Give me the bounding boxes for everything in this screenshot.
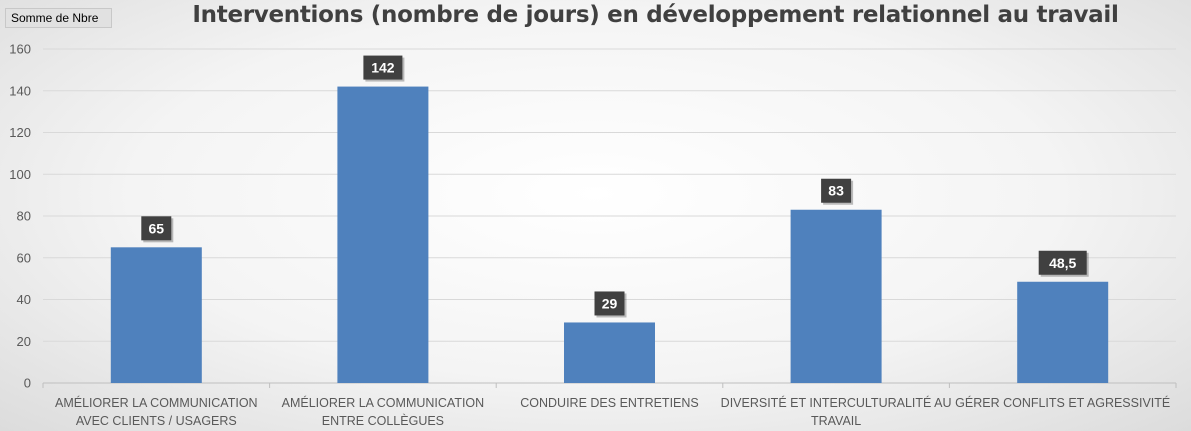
x-category-label: ENTRE COLLÈGUES bbox=[322, 413, 444, 428]
data-label-box bbox=[594, 291, 625, 316]
data-label: 65 bbox=[149, 220, 165, 236]
data-label: 83 bbox=[828, 183, 844, 199]
bar bbox=[564, 322, 655, 383]
x-category-label: GÉRER CONFLITS ET AGRESSIVITÉ bbox=[955, 395, 1170, 410]
data-label-box bbox=[1038, 250, 1087, 275]
y-tick-label: 80 bbox=[17, 209, 31, 224]
y-tick-label: 0 bbox=[24, 376, 31, 391]
x-category-label: AVEC CLIENTS / USAGERS bbox=[76, 414, 237, 428]
data-label: 29 bbox=[602, 295, 618, 311]
bar bbox=[337, 86, 429, 383]
x-category-label: TRAVAIL bbox=[811, 414, 861, 428]
pivot-field-button[interactable]: Somme de Nbre bbox=[5, 8, 112, 28]
y-tick-label: 40 bbox=[17, 292, 31, 307]
data-label-box bbox=[363, 55, 403, 80]
y-tick-label: 120 bbox=[9, 125, 31, 140]
bar bbox=[110, 247, 202, 383]
y-tick-label: 100 bbox=[9, 167, 31, 182]
chart-title: Interventions (nombre de jours) en dével… bbox=[192, 2, 1119, 28]
y-tick-label: 20 bbox=[17, 334, 31, 349]
data-label: 48,5 bbox=[1049, 255, 1076, 271]
data-label: 142 bbox=[371, 60, 395, 76]
y-tick-label: 60 bbox=[17, 250, 31, 265]
bar bbox=[1017, 281, 1109, 383]
bar bbox=[790, 209, 882, 383]
y-tick-label: 160 bbox=[9, 42, 31, 57]
data-label-box bbox=[821, 178, 852, 203]
data-label-box bbox=[141, 216, 172, 241]
x-category-label: DIVERSITÉ ET INTERCULTURALITÉ AU bbox=[721, 395, 952, 410]
x-category-label: AMÉLIORER LA COMMUNICATION bbox=[55, 395, 258, 410]
x-category-label: CONDUIRE DES ENTRETIENS bbox=[520, 396, 699, 410]
x-category-label: AMÉLIORER LA COMMUNICATION bbox=[282, 395, 485, 410]
y-tick-label: 140 bbox=[9, 83, 31, 98]
